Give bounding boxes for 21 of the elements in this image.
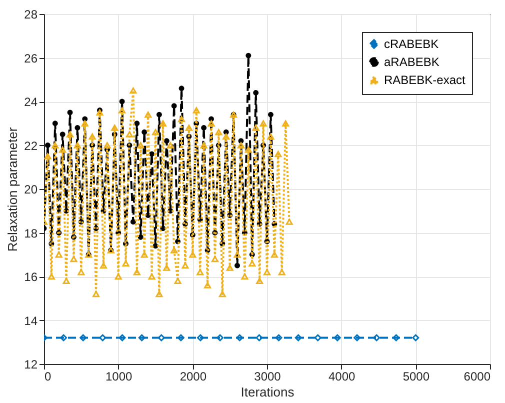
- x-axis-title: Iterations: [240, 384, 295, 400]
- x-tick-label: 4000: [328, 370, 356, 384]
- y-tick-label: 24: [24, 95, 38, 109]
- x-tick-label: 3000: [254, 370, 282, 384]
- y-tick-label: 26: [24, 51, 38, 66]
- y-tick-label: 28: [24, 8, 38, 22]
- x-tick-label: 6000: [464, 370, 491, 384]
- x-tick-label: 2000: [180, 370, 207, 384]
- legend-label: aRABEBK: [384, 55, 440, 69]
- y-axis-title: Relaxation parameter: [5, 126, 20, 252]
- legend-label: RABEBK-exact: [384, 73, 466, 87]
- x-tick-label: 5000: [402, 370, 430, 384]
- y-tick-label: 12: [24, 358, 38, 372]
- y-tick-label: 18: [24, 226, 38, 240]
- legend-label: cRABEBK: [384, 37, 439, 51]
- x-tick-label: 0: [44, 370, 52, 384]
- y-tick-label: 14: [24, 314, 38, 328]
- y-tick-label: 20: [24, 182, 38, 196]
- y-tick-label: 16: [24, 270, 38, 284]
- x-tick-label: 1000: [105, 370, 133, 384]
- y-tick-label: 22: [24, 138, 38, 153]
